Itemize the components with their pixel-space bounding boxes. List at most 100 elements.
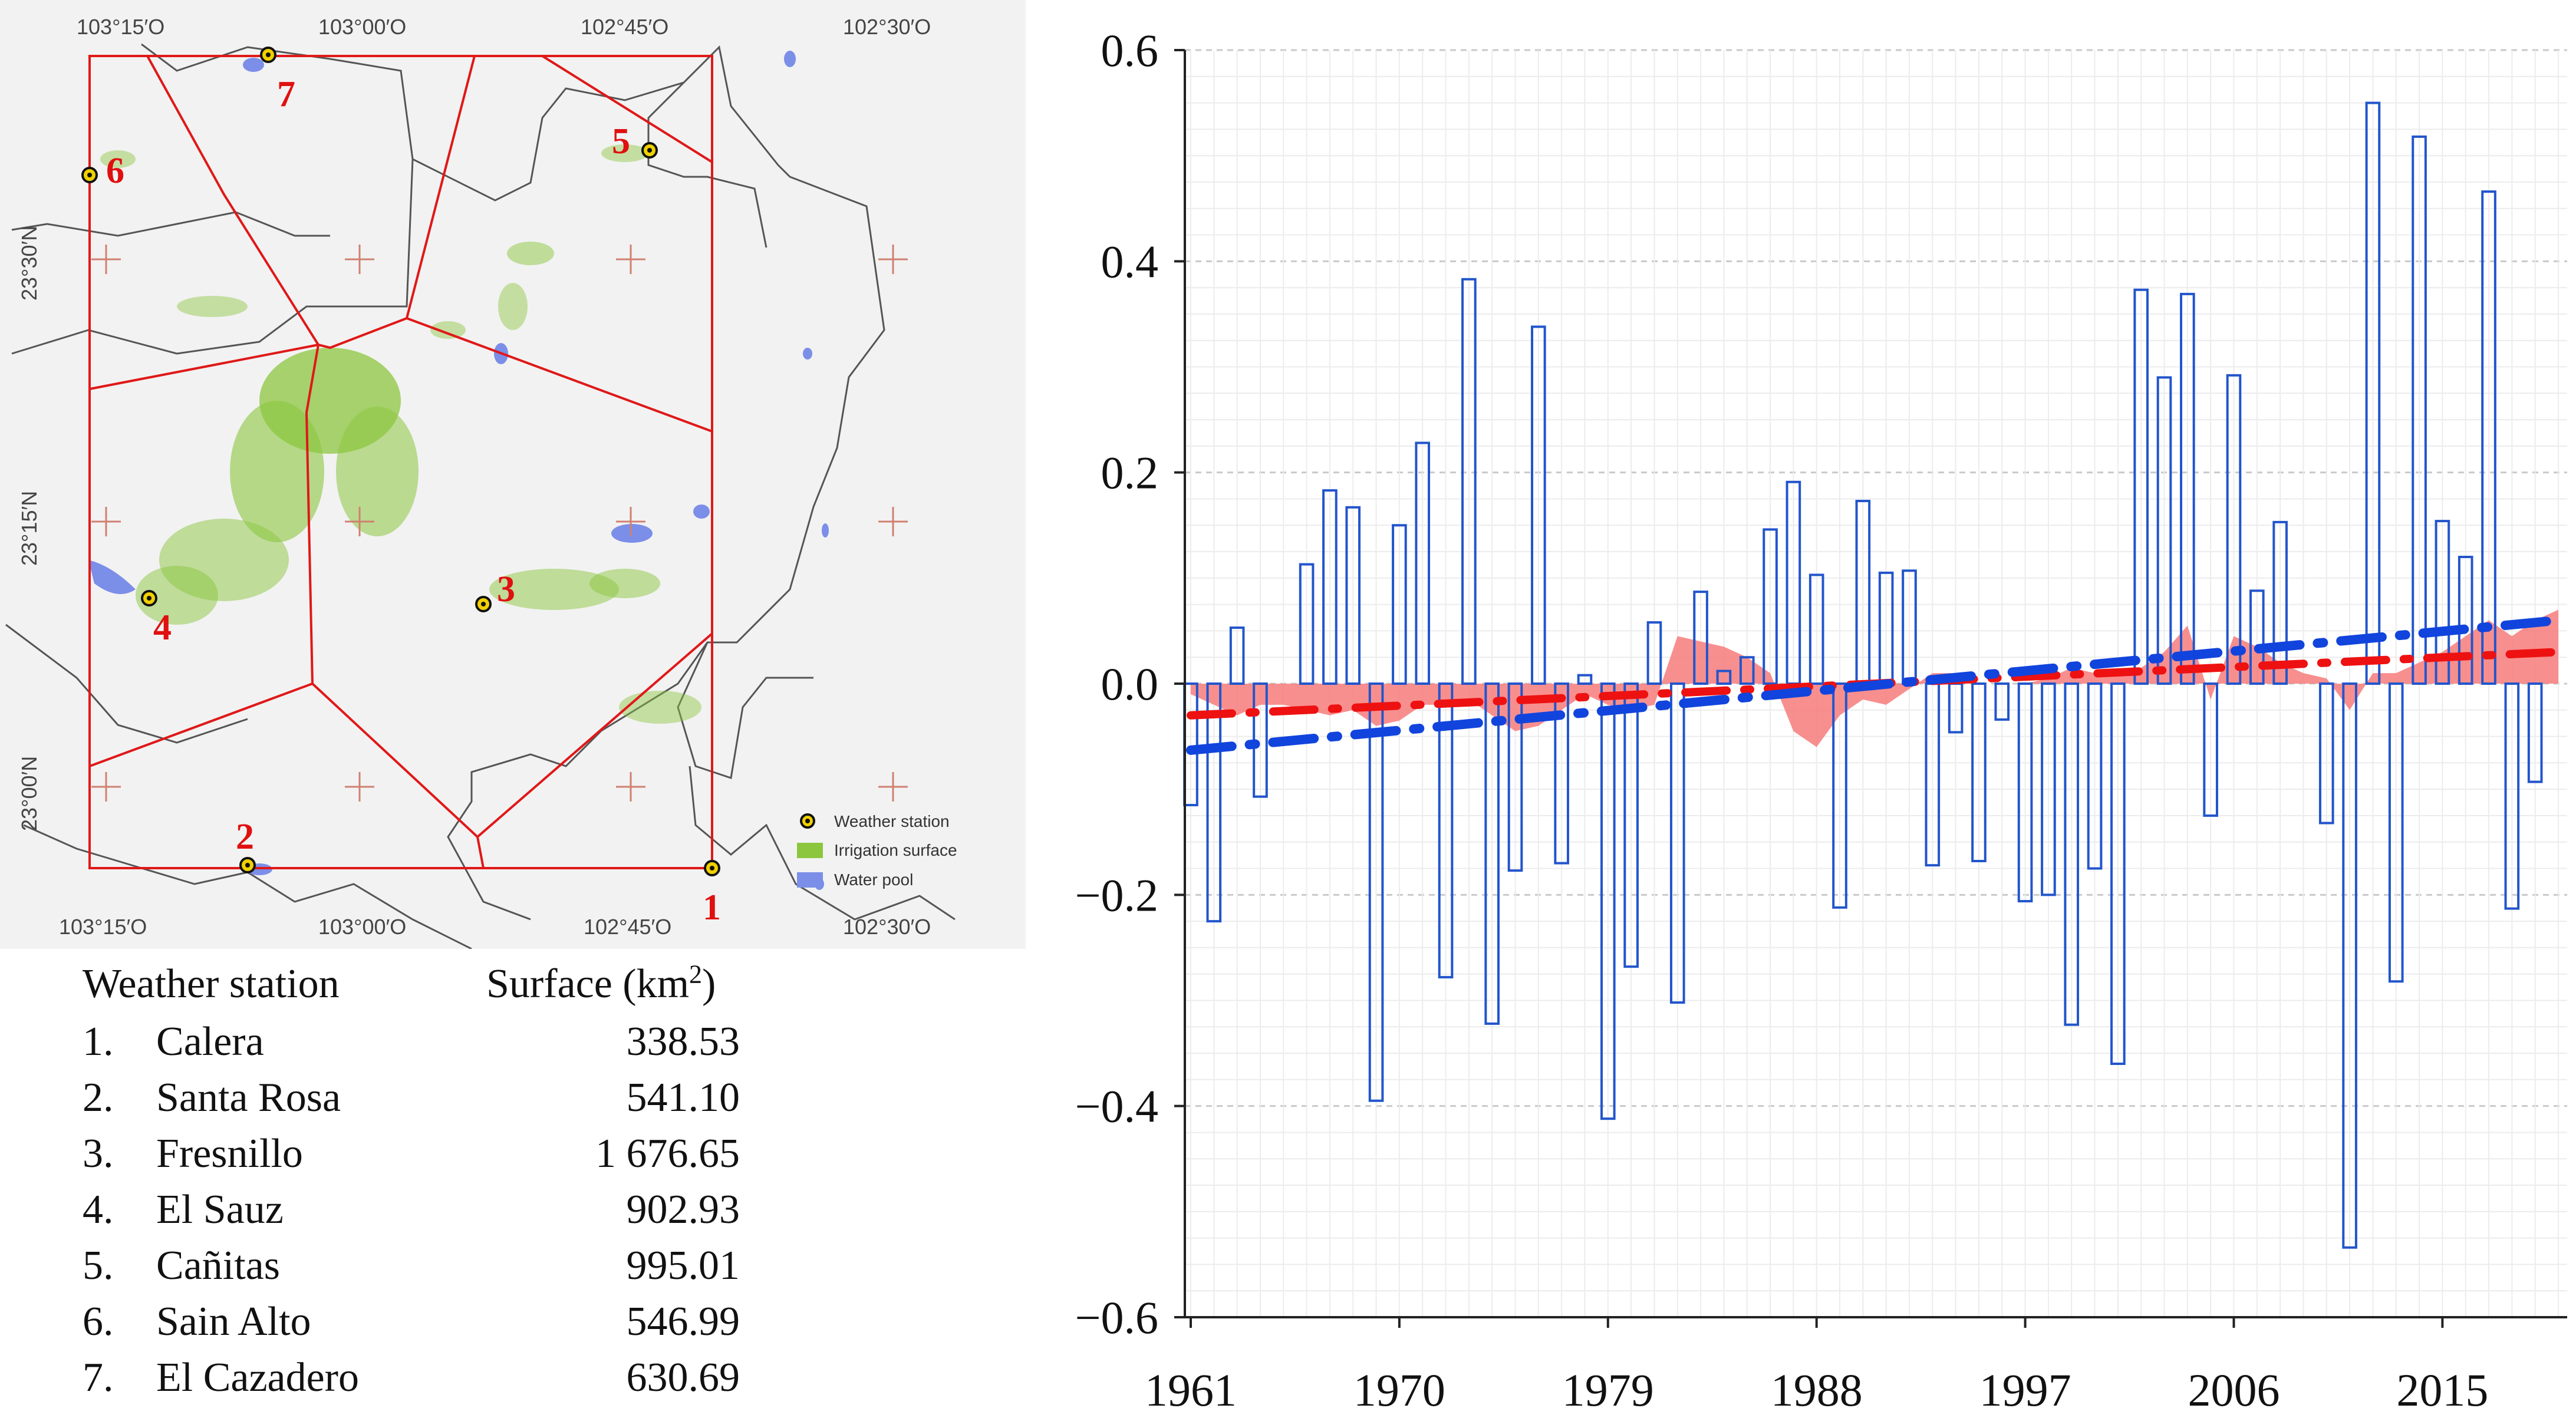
station-name: Fresnillo: [156, 1131, 303, 1176]
anomaly-bar: [2156, 376, 2172, 685]
anomaly-bar: [2342, 682, 2357, 1249]
anomaly-bar: [2110, 682, 2126, 1065]
anomaly-bar: [1623, 682, 1639, 968]
anomaly-bar: [2412, 135, 2427, 685]
station-label-5: 5: [612, 121, 630, 161]
table-row: 1. Calera 338.53: [83, 1014, 790, 1070]
lon-label-bottom-1: 103°15′O: [59, 915, 147, 939]
anomaly-bar: [1554, 682, 1569, 865]
anomaly-bar: [2365, 101, 2381, 685]
anomaly-bar: [2272, 520, 2288, 685]
smoothed-anomaly-area: [1191, 609, 2558, 747]
row-number: 2.: [83, 1075, 114, 1120]
anomaly-chart: 0.6 0.4 0.2 0.0 −0.2 −0.4 −0.6 1961 1970…: [1075, 25, 2567, 1416]
station-marker-1: [704, 860, 720, 876]
table-row: 5. Cañitas 995.01: [83, 1238, 790, 1294]
y-tick-labels: 0.6 0.4 0.2 0.0 −0.2 −0.4 −0.6: [1075, 25, 1159, 1343]
municipal-boundaries: [5, 43, 956, 949]
x-tick-labels: 1961 1970 1979 1988 1997 2006 2015: [1145, 1364, 2488, 1416]
station-label-7: 7: [277, 74, 295, 114]
anomaly-bar: [1229, 626, 1245, 685]
anomaly-bar: [1415, 441, 1431, 685]
row-number: 7.: [83, 1355, 114, 1400]
graticule-crosses: [91, 245, 908, 802]
row-number: 6.: [83, 1299, 114, 1344]
lon-label-bottom-3: 102°45′O: [584, 915, 671, 939]
anomaly-bar: [2481, 190, 2496, 685]
x-tick-label: 1970: [1353, 1364, 1445, 1416]
longitude-labels-top: 103°15′O 103°00′O 102°45′O 102°30′O: [77, 15, 931, 39]
x-tick-label: 1961: [1145, 1364, 1237, 1416]
x-tick-label: 1988: [1771, 1364, 1863, 1416]
anomaly-bar: [1646, 621, 1662, 685]
map-panel: 1 2 3 4 5 6 7 103°15′O 103°00′O 102°45′O…: [0, 0, 1026, 949]
map-legend: Weather station Irrigation surface Water…: [797, 812, 957, 889]
y-tick-label: 0.4: [1101, 236, 1159, 287]
station-surface: 338.53: [626, 1019, 740, 1064]
anomaly-bar: [1600, 682, 1616, 1120]
y-tick-label: 0.6: [1101, 25, 1159, 76]
lon-label-bottom-4: 102°30′O: [843, 915, 931, 939]
anomaly-bar: [1392, 524, 1407, 685]
lon-label-top-2: 103°00′O: [318, 15, 406, 39]
study-area-map: 1 2 3 4 5 6 7 103°15′O 103°00′O 102°45′O…: [0, 0, 1026, 949]
anomaly-bar: [2435, 520, 2450, 685]
table-row: 2. Santa Rosa 541.10: [83, 1070, 790, 1126]
anomaly-bar: [2180, 292, 2195, 685]
legend-station-label: Weather station: [834, 812, 950, 830]
anomaly-bar: [1971, 682, 1987, 862]
station-name: El Cazadero: [156, 1355, 359, 1400]
anomaly-bar: [2064, 682, 2080, 1026]
anomaly-bar: [1368, 682, 1384, 1102]
lat-label-3: 23°00′N: [17, 756, 41, 831]
table-row: 7. El Cazadero 630.69: [83, 1350, 790, 1406]
anomaly-bar: [1832, 682, 1847, 909]
station-marker-3: [475, 596, 492, 612]
legend-irrigation-label: Irrigation surface: [834, 841, 957, 859]
anomaly-bar: [1693, 591, 1708, 685]
anomaly-bar: [2249, 589, 2265, 685]
y-tick-label: 0.2: [1101, 447, 1159, 499]
trend-line-bars: [1186, 615, 2563, 755]
anomaly-bar: [1763, 528, 1778, 685]
anomaly-bar: [2087, 682, 2103, 870]
map-background: [0, 0, 1026, 949]
trend-lines-layer: [1186, 615, 2563, 755]
lon-label-top-3: 102°45′O: [581, 15, 668, 39]
table-row: 3. Fresnillo 1 676.65: [83, 1126, 790, 1182]
lat-label-1: 23°30′N: [17, 226, 41, 301]
anomaly-bar: [2041, 682, 2056, 896]
stations-table: Weather station Surface (km2) 1. Calera …: [83, 955, 790, 1406]
anomaly-bar: [2527, 682, 2543, 783]
x-tick-label: 2015: [2396, 1364, 2488, 1416]
station-surface: 546.99: [626, 1299, 740, 1344]
station-label-3: 3: [497, 569, 515, 609]
station-marker-6: [81, 167, 98, 183]
x-tick-label: 2006: [2188, 1364, 2279, 1416]
weather-stations: 1 2 3 4 5 6 7: [81, 47, 721, 928]
anomaly-bar: [1809, 573, 1824, 685]
anomaly-bar: [2504, 682, 2520, 910]
station-name: El Sauz: [156, 1187, 284, 1232]
anomaly-bar: [2017, 682, 2033, 903]
anomaly-bar: [1669, 682, 1685, 1004]
lon-label-top-4: 102°30′O: [843, 15, 931, 39]
table-header-station: Weather station: [83, 961, 340, 1007]
anomaly-bar: [1461, 278, 1477, 685]
row-number: 3.: [83, 1131, 114, 1176]
anomaly-bar: [1716, 670, 1732, 685]
table-row: 4. El Sauz 902.93: [83, 1182, 790, 1238]
chart-axes: [1174, 49, 2567, 1328]
anomaly-bar: [1484, 682, 1500, 1025]
table-header: Weather station Surface (km2): [83, 955, 790, 1014]
anomaly-bar: [1577, 674, 1593, 685]
station-marker-5: [641, 142, 658, 159]
lat-label-2: 23°15′N: [17, 491, 41, 566]
station-label-4: 4: [153, 608, 172, 648]
thiessen-polygons: [88, 55, 713, 869]
table-row: 6. Sain Alto 546.99: [83, 1294, 790, 1350]
anomaly-bar: [1345, 506, 1361, 685]
station-name: Calera: [156, 1019, 264, 1064]
station-label-6: 6: [106, 151, 124, 191]
station-label-1: 1: [703, 888, 721, 928]
